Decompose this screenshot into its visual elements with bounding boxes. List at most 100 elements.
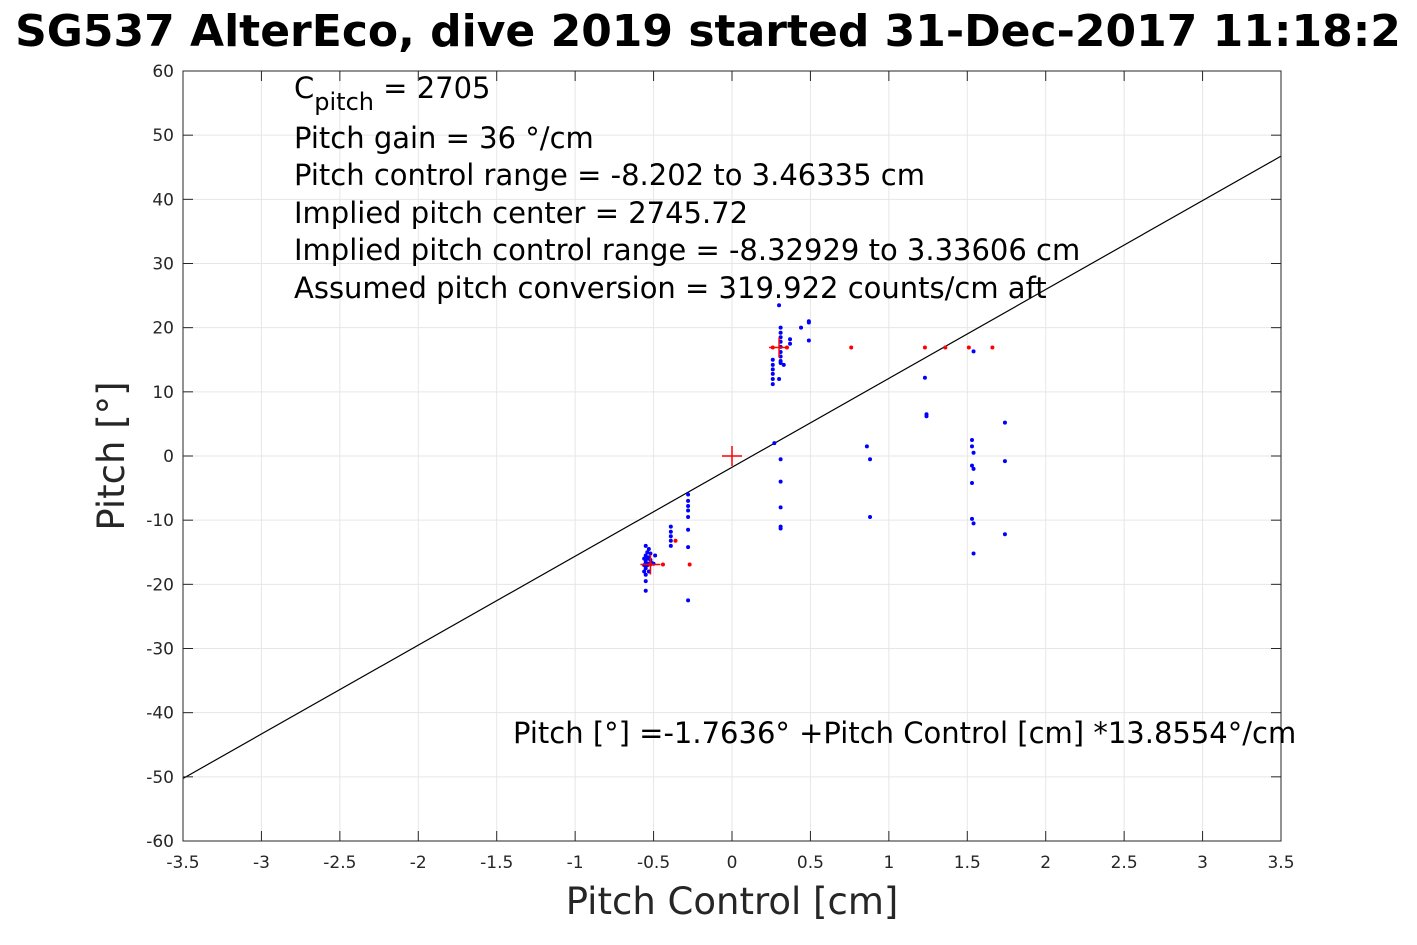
y-tick-label: -50 <box>146 768 174 788</box>
x-tick-label: 0.5 <box>797 853 824 873</box>
x-tick-label: 2 <box>1040 853 1051 873</box>
data-point <box>943 345 948 350</box>
data-point <box>777 377 782 381</box>
data-point <box>687 562 692 567</box>
y-tick-label: 20 <box>152 319 174 339</box>
data-point <box>1002 420 1007 425</box>
data-point <box>643 566 648 571</box>
data-point <box>643 553 648 558</box>
data-point <box>668 543 673 548</box>
data-point <box>1002 459 1007 464</box>
y-axis-ticks: -60 -50 -40 -30 -20 -10 0 10 20 30 40 50 60 <box>146 62 1281 852</box>
y-tick-label: 50 <box>152 126 174 146</box>
y-tick-label: -40 <box>146 704 174 724</box>
x-tick-label: 2.5 <box>1111 853 1138 873</box>
data-point <box>799 325 804 330</box>
data-point <box>643 588 648 593</box>
data-point <box>686 504 691 509</box>
data-point <box>969 463 974 468</box>
data-point <box>778 330 783 335</box>
plot-area <box>182 155 1282 780</box>
x-tick-label: -1 <box>567 853 584 873</box>
data-point <box>806 319 811 324</box>
data-point <box>686 545 691 550</box>
x-tick-label: -0.5 <box>637 853 670 873</box>
fit-line <box>182 155 1282 780</box>
data-point <box>969 437 974 442</box>
data-point <box>971 466 976 471</box>
data-point <box>864 444 869 449</box>
data-point <box>971 551 976 556</box>
x-tick-label: -1.5 <box>480 853 513 873</box>
data-point <box>643 572 648 577</box>
data-point <box>778 457 783 462</box>
data-point <box>643 543 648 548</box>
annotation-implied-range: Implied pitch control range = -8.32929 t… <box>294 233 1080 267</box>
data-point <box>770 382 775 387</box>
grid <box>182 70 1282 842</box>
x-tick-label: 3.5 <box>1267 853 1294 873</box>
annotation-pitch-gain: Pitch gain = 36 °/cm <box>294 121 594 155</box>
data-point <box>778 526 783 531</box>
plus-marker <box>769 337 790 358</box>
x-tick-label: -3.5 <box>166 853 199 873</box>
x-tick-label: -3 <box>253 853 270 873</box>
data-point <box>642 556 647 561</box>
y-axis-label: Pitch [°] <box>90 381 133 530</box>
data-point <box>969 516 974 521</box>
x-tick-label: -2.5 <box>323 853 356 873</box>
data-point <box>781 362 786 367</box>
data-point <box>924 414 929 419</box>
y-tick-label: -10 <box>146 511 174 531</box>
y-tick-label: 10 <box>152 383 174 403</box>
data-point <box>966 345 971 350</box>
data-point <box>646 547 651 552</box>
data-point <box>971 521 976 526</box>
x-tick-label: 3 <box>1197 853 1208 873</box>
x-tick-label: 0 <box>727 853 738 873</box>
data-point <box>868 514 873 519</box>
data-point <box>770 357 775 362</box>
data-point <box>643 559 648 564</box>
x-tick-label: 1.5 <box>954 853 981 873</box>
annotation-conversion: Assumed pitch conversion = 319.922 count… <box>294 271 1047 305</box>
x-axis-label: Pitch Control [cm] <box>566 880 899 923</box>
chart-title: SG537 AlterEco, dive 2019 started 31-Dec… <box>15 6 1401 57</box>
data-point <box>971 450 976 455</box>
data-point <box>778 479 783 484</box>
data-point <box>990 345 995 350</box>
data-point <box>673 538 678 543</box>
data-point <box>668 534 673 539</box>
plus-marker <box>722 446 742 466</box>
data-point <box>660 562 665 567</box>
data-point <box>969 480 974 485</box>
x-tick-label: 1 <box>883 853 894 873</box>
data-point <box>971 349 976 354</box>
x-tick-label: -2 <box>410 853 427 873</box>
y-tick-label: 40 <box>152 190 174 210</box>
y-tick-label: -20 <box>146 575 174 595</box>
data-point <box>648 551 653 556</box>
data-point <box>686 514 691 519</box>
data-point <box>645 550 650 555</box>
data-point <box>806 338 811 343</box>
data-point <box>642 569 647 574</box>
data-point <box>922 345 927 350</box>
annotation-cpitch: Cpitch = 2705 <box>294 71 491 116</box>
data-point <box>686 492 691 497</box>
data-point <box>653 553 658 558</box>
y-tick-label: 60 <box>152 62 174 82</box>
data-point <box>922 375 927 380</box>
y-tick-label: 30 <box>152 255 174 275</box>
data-point <box>668 524 673 529</box>
data-point <box>778 325 783 330</box>
data-point <box>643 579 648 584</box>
data-point <box>777 303 782 308</box>
data-point <box>770 367 775 372</box>
annotation-fit-equation: Pitch [°] =-1.7636° +Pitch Control [cm] … <box>513 716 1296 750</box>
annotation-implied-center: Implied pitch center = 2745.72 <box>294 196 748 230</box>
plus-marker <box>640 554 661 575</box>
data-point <box>770 371 775 376</box>
data-point <box>868 457 873 462</box>
